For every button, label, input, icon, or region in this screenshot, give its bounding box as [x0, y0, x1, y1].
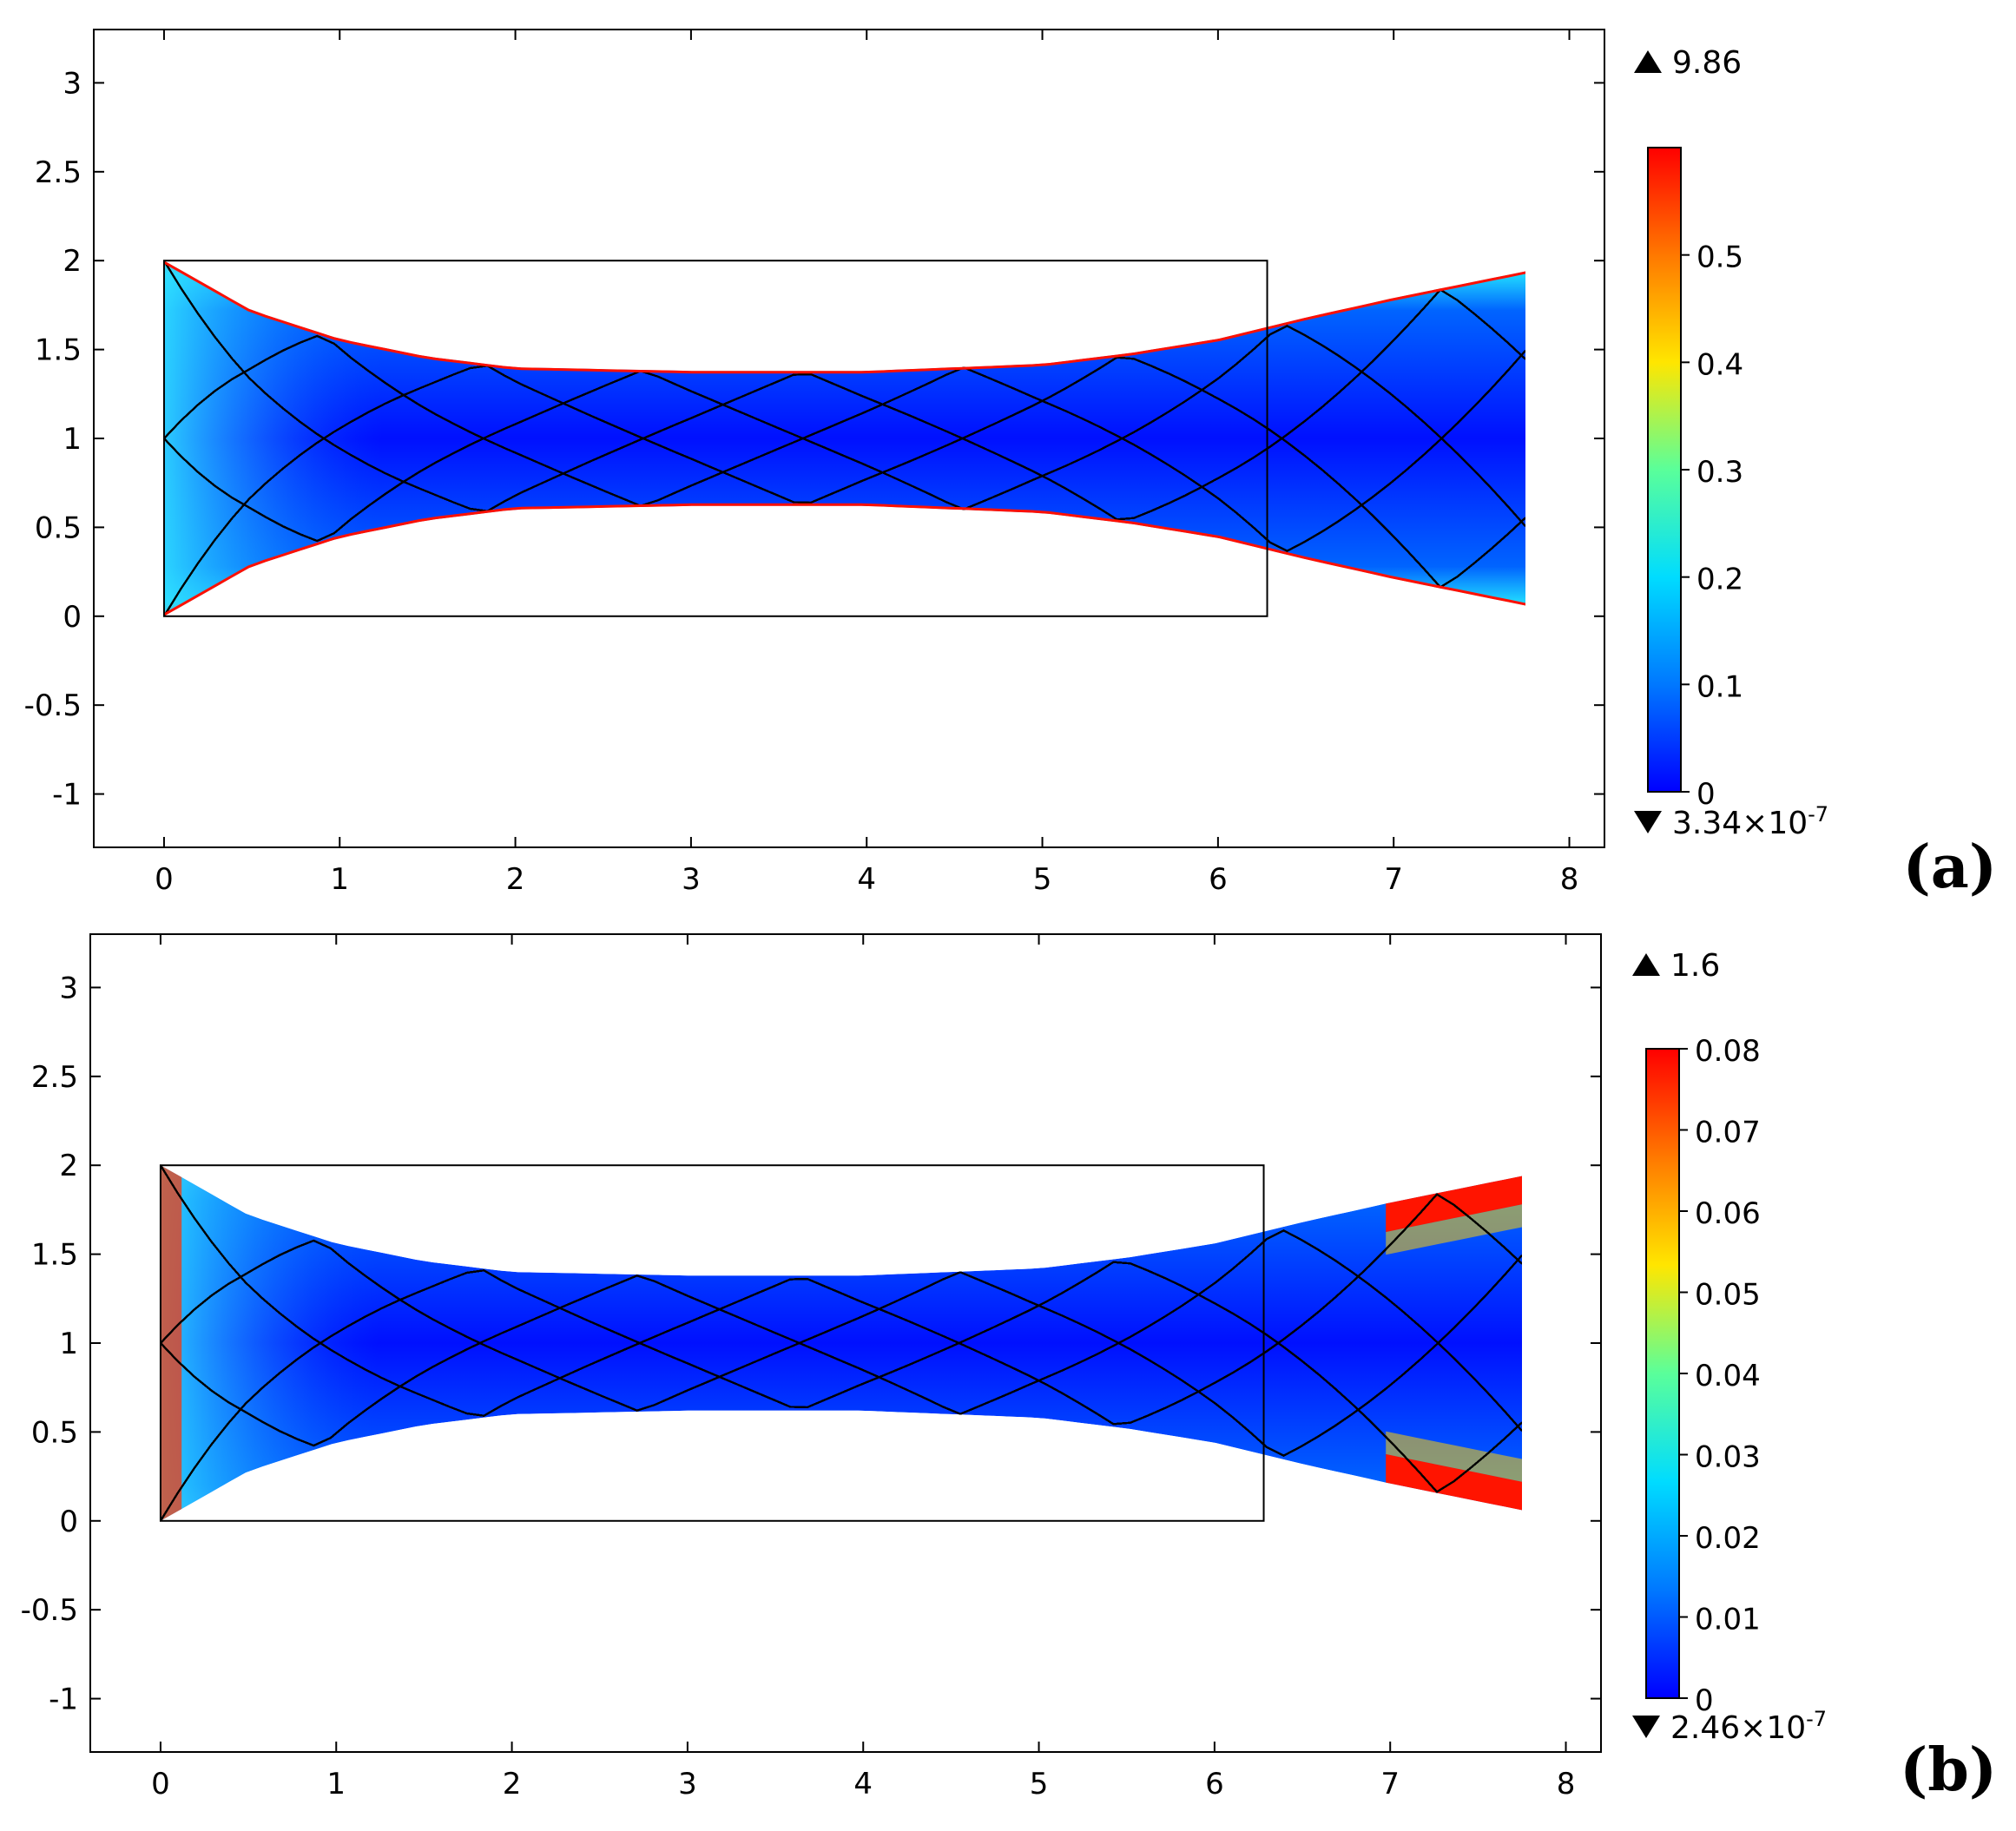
x-tick-label: 4: [853, 1767, 873, 1801]
min-value-exponent: -7: [1808, 802, 1828, 827]
mesh-line: [163, 325, 1525, 543]
mesh-line: [160, 1229, 1522, 1447]
deformed-mesh: [160, 1165, 1522, 1521]
mesh-line: [163, 334, 1525, 552]
y-tick-label: 0: [63, 600, 82, 635]
max-value-label: 9.86: [1672, 45, 1742, 81]
min-value-label: 2.46×10-7: [1670, 1707, 1827, 1746]
y-tick-label: -0.5: [21, 1593, 78, 1628]
colorbar-tick-label: 0.02: [1695, 1521, 1761, 1556]
x-tick-label: 0: [155, 862, 174, 897]
colorbar-tick-label: 0: [1696, 777, 1716, 812]
x-tick-label: 2: [503, 1767, 522, 1801]
warm-region-top: [1386, 1204, 1522, 1255]
colorbar-scale: [1645, 1048, 1680, 1699]
x-tick-label: 3: [678, 1767, 697, 1801]
x-tick-label: 7: [1384, 862, 1403, 897]
x-tick-label: 6: [1209, 862, 1228, 897]
y-tick-label: 2: [59, 1149, 78, 1183]
colorbar-tick-label: 0.05: [1695, 1278, 1761, 1313]
y-tick-label: -1: [49, 1683, 78, 1717]
y-tick-label: 2.5: [35, 155, 82, 190]
panel-label: (b): [1900, 1735, 1997, 1805]
panel-a: 0 1 2 3 4 5 6 7 8 -1 -0.5 0 0.5 1 1.5 2 2.5 3 0 0.1 0.2 0.3 0.…: [24, 29, 1997, 902]
field-plot: [163, 260, 1525, 616]
min-value-base: 2.46×10: [1670, 1710, 1806, 1746]
hot-left-edge: [160, 1165, 182, 1521]
y-tick-label: 0.5: [35, 510, 82, 545]
colorbar-tick-label: 0.03: [1695, 1440, 1761, 1475]
colorbar-tick-label: 0.5: [1696, 240, 1743, 275]
colorbar-tick-label: 0.06: [1695, 1196, 1761, 1231]
colorbar-tick-label: 0.07: [1695, 1116, 1761, 1150]
mesh-line: [160, 1261, 1522, 1521]
colorbar: 0 0.01 0.02 0.03 0.04 0.05 0.06 0.07 0.08: [1645, 1034, 1761, 1718]
min-value-base: 3.34×10: [1672, 806, 1808, 841]
x-tick-label: 5: [1033, 862, 1052, 897]
x-tick-label: 1: [330, 862, 349, 897]
y-tick-label: 2: [63, 244, 82, 279]
y-tick-label: 1.5: [31, 1238, 78, 1273]
colorbar-tick-label: 0: [1695, 1683, 1714, 1718]
mesh-line: [160, 1165, 1522, 1426]
panel-label: (a): [1903, 833, 1997, 902]
x-tick-label: 8: [1560, 862, 1579, 897]
min-triangle-icon: [1632, 1716, 1660, 1738]
y-tick-label: 0: [59, 1505, 78, 1539]
colorbar-scale: [1647, 147, 1682, 793]
colorbar-tick-label: 0.04: [1695, 1359, 1761, 1393]
x-tick-label: 3: [682, 862, 701, 897]
mesh-line: [163, 260, 1525, 521]
field-plot: [160, 1165, 1522, 1521]
field-left-glow: [160, 1165, 1522, 1521]
y-tick-label: 2.5: [31, 1060, 78, 1095]
panel-b: 0 1 2 3 4 5 6 7 8 -1 -0.5 0 0.5 1 1.5 2 2.5 3 0 0.01 0.02 0.0…: [21, 933, 1997, 1805]
colorbar-tick-label: 0.08: [1695, 1034, 1761, 1069]
y-tick-label: 1: [59, 1327, 78, 1361]
colorbar-tick-label: 0.01: [1695, 1603, 1761, 1637]
colorbar: 0 0.1 0.2 0.3 0.4 0.5: [1647, 147, 1743, 812]
warm-region-bottom: [1386, 1431, 1522, 1482]
x-tick-label: 8: [1557, 1767, 1576, 1801]
x-tick-label: 2: [506, 862, 525, 897]
x-tick-label: 0: [151, 1767, 170, 1801]
colorbar-tick-label: 0.4: [1696, 347, 1743, 382]
y-tick-label: -1: [52, 778, 82, 813]
x-tick-label: 7: [1380, 1767, 1400, 1801]
x-tick-label: 1: [326, 1767, 346, 1801]
min-value-label: 3.34×10-7: [1672, 802, 1828, 841]
min-triangle-icon: [1634, 811, 1662, 833]
x-tick-label: 4: [857, 862, 876, 897]
y-tick-label: 3: [63, 66, 82, 101]
y-tick-label: -0.5: [24, 688, 82, 723]
max-triangle-icon: [1632, 953, 1660, 976]
min-value-exponent: -7: [1806, 1707, 1827, 1731]
reference-rectangle: [159, 1164, 1265, 1522]
colorbar-tick-label: 0.2: [1696, 563, 1743, 597]
colorbar-tick-label: 0.1: [1696, 669, 1743, 704]
max-value-label: 1.6: [1670, 948, 1720, 984]
y-tick-label: 1.5: [35, 333, 82, 368]
colorbar-tick-label: 0.3: [1696, 455, 1743, 490]
mesh-line: [163, 356, 1525, 616]
max-triangle-icon: [1634, 50, 1662, 73]
y-tick-label: 0.5: [31, 1415, 78, 1450]
field-left-glow: [163, 260, 1525, 616]
y-tick-label: 3: [59, 971, 78, 1005]
x-tick-label: 5: [1030, 1767, 1049, 1801]
y-tick-label: 1: [63, 422, 82, 457]
mesh-line: [160, 1239, 1522, 1457]
reference-rectangle: [162, 260, 1268, 617]
deformed-mesh: [163, 260, 1525, 616]
x-tick-label: 6: [1205, 1767, 1224, 1801]
